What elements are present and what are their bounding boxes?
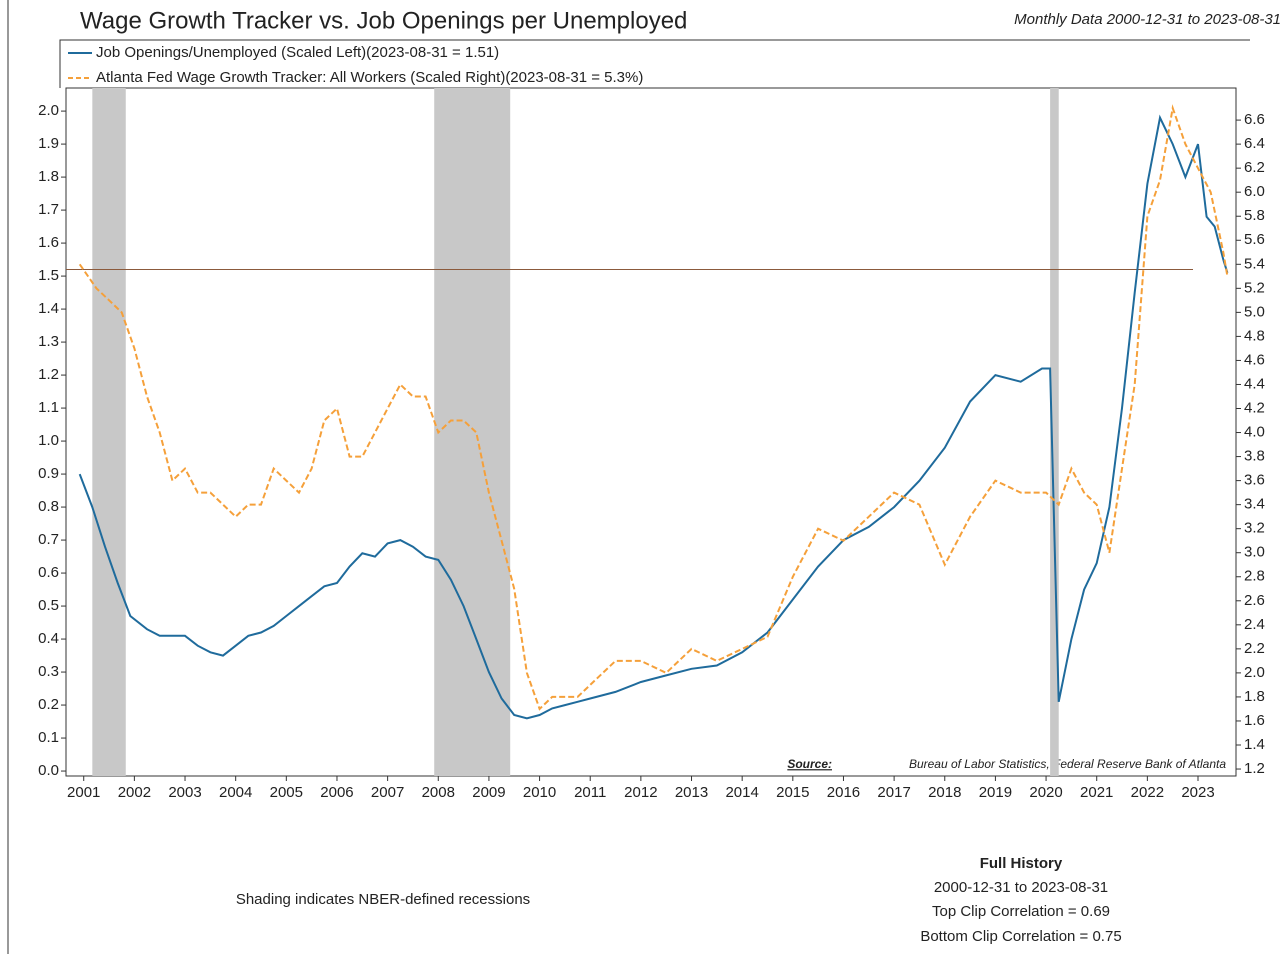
y2-tick-label: 5.4 [1244, 255, 1265, 272]
y2-tick-label: 2.0 [1244, 664, 1265, 681]
y-tick-label: 0.7 [38, 531, 59, 548]
y2-tick-label: 4.6 [1244, 351, 1265, 368]
x-tick-label: 2019 [979, 784, 1012, 801]
y2-tick-label: 6.0 [1244, 183, 1265, 200]
y2-tick-label: 2.4 [1244, 616, 1265, 633]
x-tick-label: 2018 [928, 784, 961, 801]
y2-tick-label: 1.6 [1244, 712, 1265, 729]
x-tick-label: 2006 [320, 784, 353, 801]
y-tick-label: 0.5 [38, 597, 59, 614]
legend-label: Job Openings/Unemployed (Scaled Left)(20… [96, 44, 499, 61]
x-tick-label: 2008 [422, 784, 455, 801]
stats-line: 2000-12-31 to 2023-08-31 [934, 879, 1108, 896]
x-tick-label: 2011 [574, 784, 606, 801]
chart-title: Wage Growth Tracker vs. Job Openings per… [80, 7, 687, 34]
x-tick-label: 2020 [1029, 784, 1062, 801]
y2-tick-label: 3.4 [1244, 496, 1265, 513]
x-tick-label: 2003 [168, 784, 201, 801]
y-tick-label: 0.8 [38, 498, 59, 515]
note: Shading indicates NBER-defined recession… [236, 891, 530, 908]
y-tick-label: 1.9 [38, 135, 59, 152]
series-line [78, 114, 1229, 720]
x-tick-label: 2016 [827, 784, 860, 801]
x-tick-label: 2009 [472, 784, 505, 801]
x-tick-label: 2014 [725, 784, 758, 801]
y-tick-label: 1.6 [38, 234, 59, 251]
y-tick-label: 0.4 [38, 630, 59, 647]
y-tick-label: 1.2 [38, 366, 59, 383]
y2-tick-label: 1.4 [1244, 736, 1265, 753]
stats-line: Top Clip Correlation = 0.69 [932, 903, 1110, 920]
y2-tick-label: 1.2 [1244, 760, 1265, 777]
y2-tick-label: 5.0 [1244, 303, 1265, 320]
y-tick-label: 1.5 [38, 267, 59, 284]
y2-tick-label: 2.8 [1244, 568, 1265, 585]
x-tick-label: 2012 [624, 784, 657, 801]
y2-tick-label: 5.2 [1244, 279, 1265, 296]
x-tick-label: 2023 [1181, 784, 1214, 801]
series-line [78, 104, 1229, 711]
x-tick-label: 2017 [877, 784, 910, 801]
y-tick-label: 0.2 [38, 696, 59, 713]
stats-title: Full History [980, 855, 1063, 872]
recession-band [434, 88, 511, 776]
subtitle: Monthly Data 2000-12-31 to 2023-08-31 [1014, 11, 1281, 28]
y-tick-label: 0.1 [38, 729, 59, 746]
y2-tick-label: 6.4 [1244, 135, 1265, 152]
y-tick-label: 1.4 [38, 300, 59, 317]
x-tick-label: 2021 [1080, 784, 1113, 801]
x-tick-label: 2010 [523, 784, 556, 801]
y2-tick-label: 5.6 [1244, 231, 1265, 248]
y-tick-label: 0.0 [38, 762, 59, 779]
y2-tick-label: 6.6 [1244, 111, 1265, 128]
y2-tick-label: 2.2 [1244, 640, 1265, 657]
y2-tick-label: 4.2 [1244, 399, 1265, 416]
y2-tick-label: 3.6 [1244, 472, 1265, 489]
y2-tick-label: 6.2 [1244, 159, 1265, 176]
x-tick-label: 2007 [371, 784, 404, 801]
y-tick-label: 1.0 [38, 432, 59, 449]
recession-band [1050, 88, 1059, 776]
y2-tick-label: 4.0 [1244, 424, 1265, 441]
legend-frame [59, 39, 1250, 88]
y-tick-label: 1.7 [38, 201, 59, 218]
x-tick-label: 2001 [67, 784, 100, 801]
y-tick-label: 0.9 [38, 465, 59, 482]
y-tick-label: 1.3 [38, 333, 59, 350]
x-tick-label: 2005 [270, 784, 303, 801]
x-tick-label: 2015 [776, 784, 809, 801]
recession-band [92, 88, 126, 776]
y-tick-label: 0.3 [38, 663, 59, 680]
x-tick-label: 2022 [1131, 784, 1164, 801]
y2-tick-label: 5.8 [1244, 207, 1265, 224]
y-tick-label: 1.8 [38, 168, 59, 185]
y2-tick-label: 2.6 [1244, 592, 1265, 609]
y2-tick-label: 1.8 [1244, 688, 1265, 705]
x-tick-label: 2002 [118, 784, 151, 801]
stats-line: Bottom Clip Correlation = 0.75 [920, 928, 1121, 945]
legend-label: Atlanta Fed Wage Growth Tracker: All Wor… [96, 69, 643, 86]
y2-tick-label: 4.4 [1244, 375, 1265, 392]
y2-tick-label: 3.8 [1244, 448, 1265, 465]
y2-tick-label: 3.0 [1244, 544, 1265, 561]
plot-frame [65, 87, 1237, 777]
y-tick-label: 2.0 [38, 102, 59, 119]
y2-tick-label: 3.2 [1244, 520, 1265, 537]
x-tick-label: 2013 [675, 784, 708, 801]
y-tick-label: 1.1 [38, 399, 59, 416]
x-tick-label: 2004 [219, 784, 252, 801]
source: Bureau of Labor Statistics, Federal Rese… [909, 757, 1226, 771]
y2-tick-label: 4.8 [1244, 327, 1265, 344]
y-tick-label: 0.6 [38, 564, 59, 581]
source-label: Source: [787, 757, 832, 771]
